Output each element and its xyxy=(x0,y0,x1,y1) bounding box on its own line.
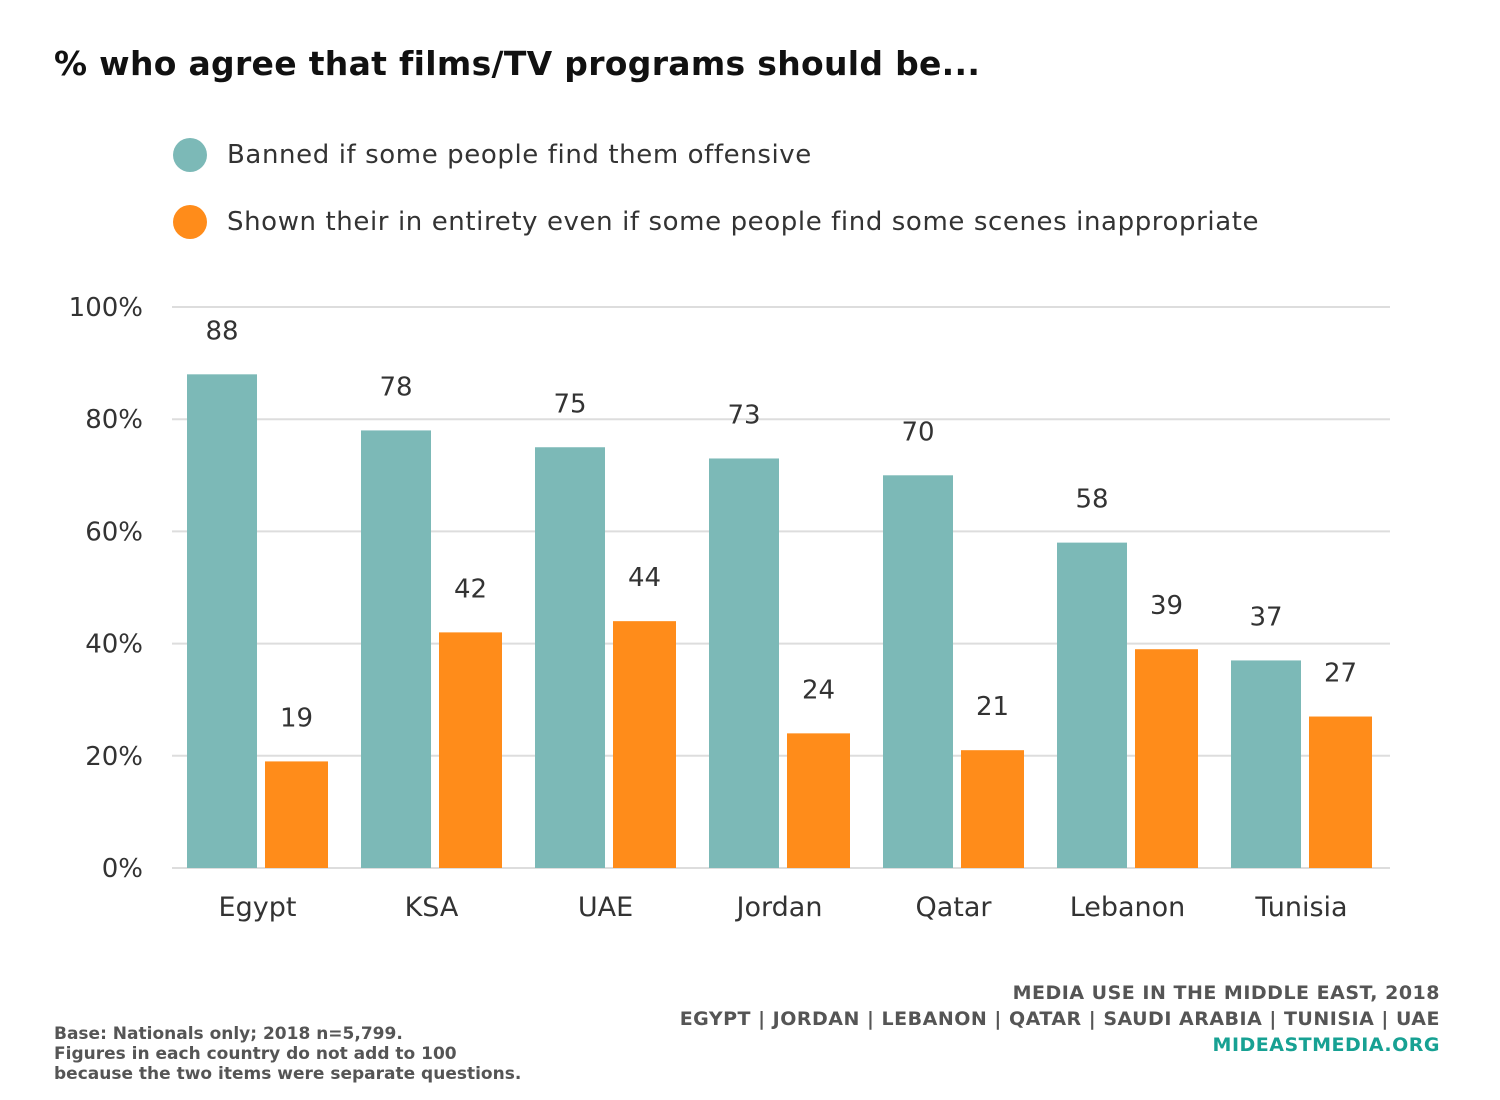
legend-label-shown: Shown their in entirety even if some peo… xyxy=(227,207,1260,237)
legend-item-shown: Shown their in entirety even if some peo… xyxy=(173,202,1259,242)
data-label: 27 xyxy=(1324,659,1357,689)
x-category-label: Lebanon xyxy=(1070,892,1186,923)
bar xyxy=(1309,716,1372,868)
data-label: 73 xyxy=(727,400,760,430)
y-tick-label: 40% xyxy=(85,630,143,660)
base-note-line-2: Figures in each country do not add to 10… xyxy=(54,1044,457,1064)
bar xyxy=(361,430,431,868)
data-label: 42 xyxy=(454,574,487,604)
bar xyxy=(709,458,779,868)
bar xyxy=(787,733,850,868)
legend-item-banned: Banned if some people find them offensiv… xyxy=(173,135,812,175)
source-title: MEDIA USE IN THE MIDDLE EAST, 2018 xyxy=(1012,982,1440,1004)
data-label: 37 xyxy=(1249,602,1282,632)
y-tick-label: 0% xyxy=(102,854,143,884)
legend-swatch-banned xyxy=(173,138,207,172)
data-label: 44 xyxy=(628,563,661,593)
bar xyxy=(1135,649,1198,868)
data-label: 88 xyxy=(205,316,238,346)
bar xyxy=(1057,542,1127,868)
data-label: 78 xyxy=(379,372,412,402)
x-category-label: KSA xyxy=(405,892,459,923)
bar xyxy=(613,621,676,868)
source-block: MEDIA USE IN THE MIDDLE EAST, 2018 EGYPT… xyxy=(680,980,1440,1058)
base-note: Base: Nationals only; 2018 n=5,799. Figu… xyxy=(54,1024,521,1084)
data-label: 70 xyxy=(901,417,934,447)
source-countries: EGYPT | JORDAN | LEBANON | QATAR | SAUDI… xyxy=(679,1008,1440,1030)
bar xyxy=(883,475,953,868)
data-label: 75 xyxy=(553,389,586,419)
bar xyxy=(961,750,1024,868)
x-category-label: Jordan xyxy=(735,892,823,923)
base-note-line-1: Base: Nationals only; 2018 n=5,799. xyxy=(54,1024,403,1044)
data-label: 19 xyxy=(280,703,313,733)
data-label: 39 xyxy=(1150,591,1183,621)
bar xyxy=(535,447,605,868)
legend-label-banned: Banned if some people find them offensiv… xyxy=(227,140,812,170)
y-tick-label: 20% xyxy=(85,742,143,772)
chart-title: % who agree that films/TV programs shoul… xyxy=(54,44,981,83)
legend-swatch-shown xyxy=(173,205,207,239)
bar xyxy=(439,632,502,868)
y-tick-label: 60% xyxy=(85,517,143,547)
bar xyxy=(265,761,328,868)
base-note-line-3: because the two items were separate ques… xyxy=(54,1064,522,1084)
data-label: 24 xyxy=(802,675,835,705)
data-label: 21 xyxy=(976,692,1009,722)
y-tick-label: 80% xyxy=(85,405,143,435)
x-category-label: Qatar xyxy=(915,892,992,923)
x-category-label: Tunisia xyxy=(1254,892,1347,923)
bar xyxy=(187,374,257,868)
data-label: 58 xyxy=(1075,485,1108,515)
source-website: MIDEASTMEDIA.ORG xyxy=(1212,1034,1440,1056)
x-category-label: Egypt xyxy=(219,892,297,923)
x-category-label: UAE xyxy=(578,892,633,923)
y-tick-label: 100% xyxy=(69,293,143,323)
bar xyxy=(1231,660,1301,868)
